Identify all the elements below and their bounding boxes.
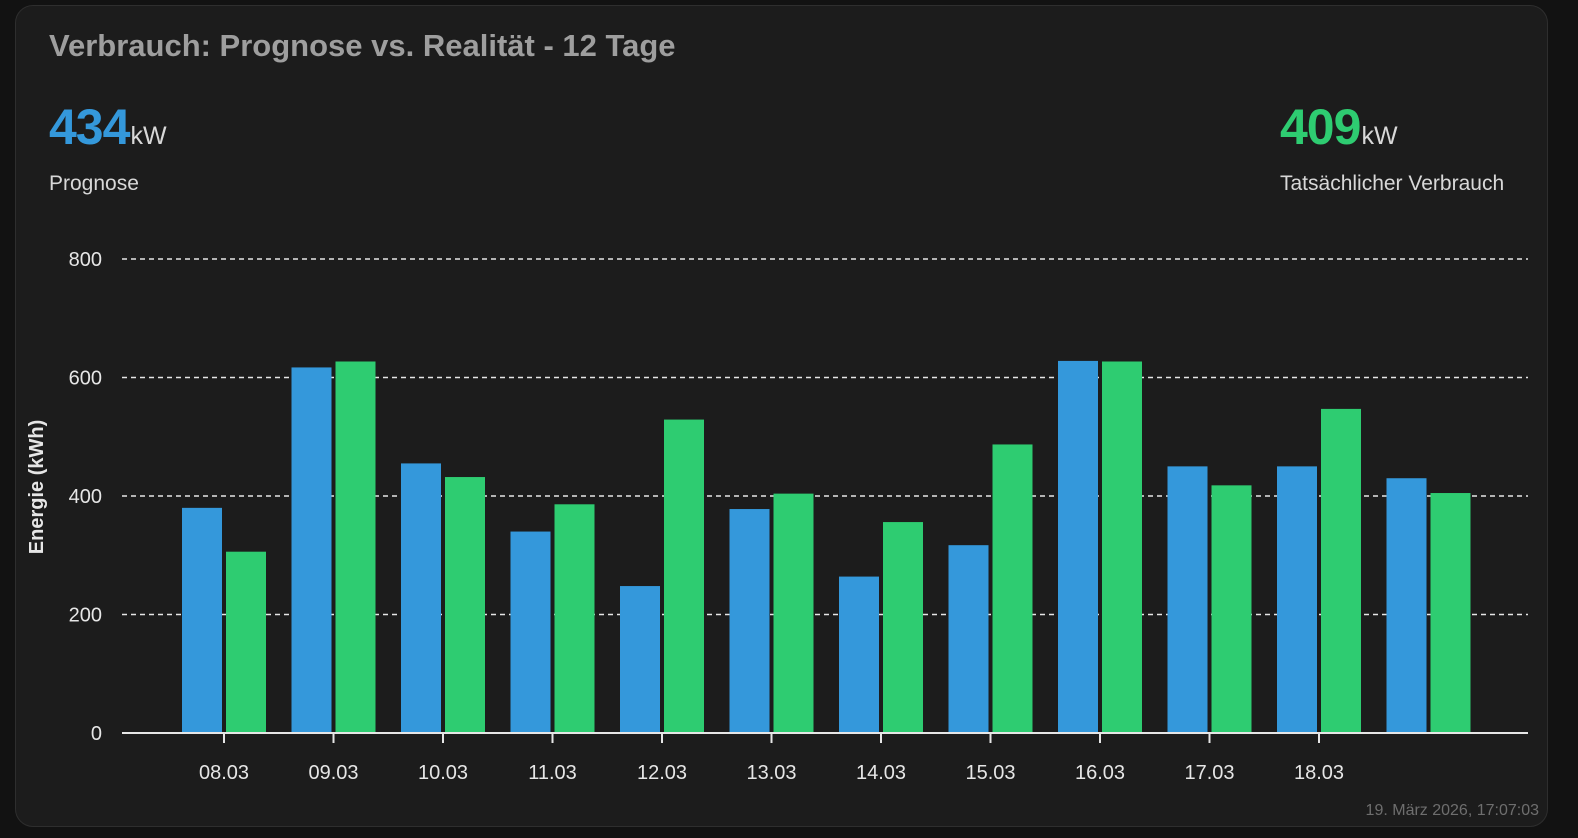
y-axis-title: Energie (kWh) xyxy=(26,420,48,554)
y-tick-label: 800 xyxy=(69,249,102,271)
forecast-bar[interactable] xyxy=(401,463,441,733)
card-title: Verbrauch: Prognose vs. Realität - 12 Ta… xyxy=(49,28,676,63)
actual-bar[interactable] xyxy=(1321,408,1361,733)
forecast-bar[interactable] xyxy=(948,545,989,733)
forecast-bar[interactable] xyxy=(620,586,660,733)
x-tick-label: 09.03 xyxy=(308,762,358,784)
forecast-bar[interactable] xyxy=(510,531,551,733)
actual-bar[interactable] xyxy=(335,361,376,733)
x-tick-label: 16.03 xyxy=(1075,762,1125,784)
forecast-unit: kW xyxy=(130,122,167,150)
x-tick-label: 11.03 xyxy=(528,762,577,784)
actual-bar[interactable] xyxy=(1430,493,1471,733)
y-tick-label: 200 xyxy=(69,605,102,627)
y-tick-label: 400 xyxy=(69,486,102,508)
bars xyxy=(182,360,1471,733)
actual-bar[interactable] xyxy=(1102,361,1142,733)
forecast-label: Prognose xyxy=(49,172,139,195)
forecast-bar[interactable] xyxy=(729,509,770,733)
actual-bar[interactable] xyxy=(226,551,266,733)
x-tick-label: 14.03 xyxy=(856,762,906,784)
actual-bar[interactable] xyxy=(664,419,704,733)
x-tick-label: 15.03 xyxy=(965,762,1015,784)
forecast-value: 434 xyxy=(49,99,130,155)
actual-bar[interactable] xyxy=(445,477,485,733)
actual-value: 409 xyxy=(1280,99,1361,155)
forecast-bar[interactable] xyxy=(1277,466,1317,733)
x-tick-label: 08.03 xyxy=(199,762,249,784)
forecast-bar[interactable] xyxy=(182,507,222,733)
y-tick-label: 600 xyxy=(69,368,102,390)
actual-stat: 409kW xyxy=(1280,98,1398,156)
y-tick-label: 0 xyxy=(91,723,102,745)
x-tick-label: 10.03 xyxy=(418,762,468,784)
x-tick-label: 17.03 xyxy=(1184,762,1234,784)
x-tick-label: 12.03 xyxy=(637,762,687,784)
actual-unit: kW xyxy=(1361,122,1398,150)
grid-lines xyxy=(122,258,1528,616)
actual-bar[interactable] xyxy=(773,493,814,733)
actual-bar[interactable] xyxy=(1211,485,1252,733)
forecast-bar[interactable] xyxy=(1167,466,1208,733)
forecast-bar[interactable] xyxy=(291,367,332,733)
actual-bar[interactable] xyxy=(554,504,595,733)
axes: 0 200 400 600 800 08.03 09.03 10.03 11.03 12.03 13… xyxy=(69,249,1528,784)
forecast-stat: 434kW xyxy=(49,98,167,156)
actual-bar[interactable] xyxy=(992,444,1033,733)
actual-label: Tatsächlicher Verbrauch xyxy=(1280,172,1505,195)
actual-bar[interactable] xyxy=(883,522,923,733)
x-tick-label: 18.03 xyxy=(1294,762,1344,784)
last-updated-timestamp: 19. März 2026, 17:07:03 xyxy=(1365,802,1539,819)
x-tick-label: 13.03 xyxy=(746,762,796,784)
forecast-bar[interactable] xyxy=(839,576,879,733)
forecast-bar[interactable] xyxy=(1058,360,1098,733)
forecast-bar[interactable] xyxy=(1386,478,1427,733)
